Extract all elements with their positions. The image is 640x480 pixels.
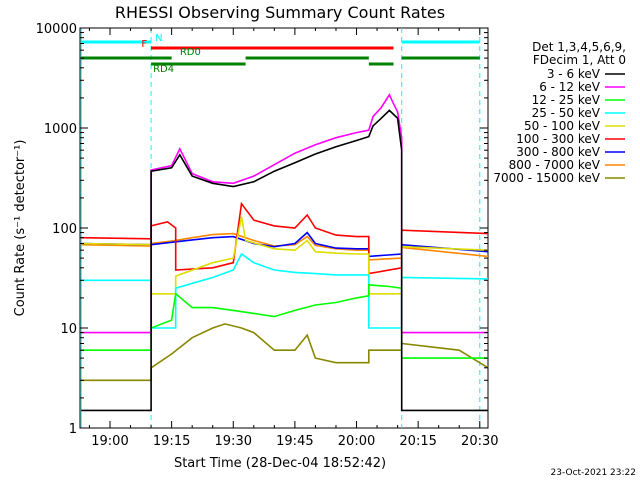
x-axis-label: Start Time (28-Dec-04 18:52:42): [174, 456, 386, 471]
x-tick-label: 20:00: [338, 434, 375, 449]
x-tick-label: 19:15: [153, 434, 190, 449]
x-tick-label: 19:45: [276, 434, 313, 449]
series-lines: [81, 93, 489, 412]
series-line: [81, 231, 489, 258]
flag-bar-label: RD4: [153, 64, 174, 75]
y-tick-label: 10000: [36, 22, 77, 37]
y-tick-label: 1: [69, 422, 77, 437]
date-stamp: 23-Oct-2021 23:22: [551, 468, 636, 478]
series-line: [81, 323, 489, 382]
legend-label: 7000 - 15000 keV: [493, 171, 600, 185]
series-line: [81, 93, 488, 334]
series-line: [81, 109, 488, 412]
x-tick-label: 20:30: [461, 434, 498, 449]
series-line: [81, 216, 489, 295]
series-line: [81, 284, 488, 359]
legend-label: 800 - 7000 keV: [509, 158, 601, 172]
flag-bars: NF RD0 RD4: [81, 33, 480, 75]
axes-ticks: 19:00 19:15 19:30 19:45 20:00 20:15 20:30 1 10 10…: [36, 22, 499, 449]
legend-header-line-2: FDecim 1, Att 0: [533, 53, 626, 67]
legend-label: 3 - 6 keV: [547, 67, 601, 81]
legend-label: 25 - 50 keV: [532, 106, 601, 120]
x-tick-label: 19:30: [215, 434, 252, 449]
legend-header-line-1: Det 1,3,4,5,6,9,: [532, 40, 626, 54]
y-axis-label: Count Rate (s⁻¹ detector⁻¹): [13, 140, 28, 317]
x-tick-label: 19:00: [91, 434, 128, 449]
flag-bar-label: N: [155, 33, 162, 44]
flag-bar-label: F: [141, 39, 147, 50]
x-tick-label: 20:15: [399, 434, 436, 449]
legend-label: 100 - 300 keV: [516, 132, 600, 146]
series-line: [81, 252, 489, 329]
flag-bar-label: RD0: [180, 47, 201, 58]
y-tick-label: 1000: [44, 122, 77, 137]
y-tick-label: 100: [52, 222, 77, 237]
chart-title: RHESSI Observing Summary Count Rates: [115, 3, 445, 22]
legend-label: 300 - 800 keV: [516, 145, 600, 159]
legend-label: 50 - 100 keV: [524, 119, 601, 133]
y-tick-label: 10: [60, 322, 77, 337]
series-line: [81, 201, 489, 275]
legend-label: 12 - 25 keV: [532, 93, 601, 107]
legend-label: 6 - 12 keV: [539, 80, 601, 94]
plot-frame: [79, 27, 489, 429]
boundary-lines: [80, 28, 481, 428]
